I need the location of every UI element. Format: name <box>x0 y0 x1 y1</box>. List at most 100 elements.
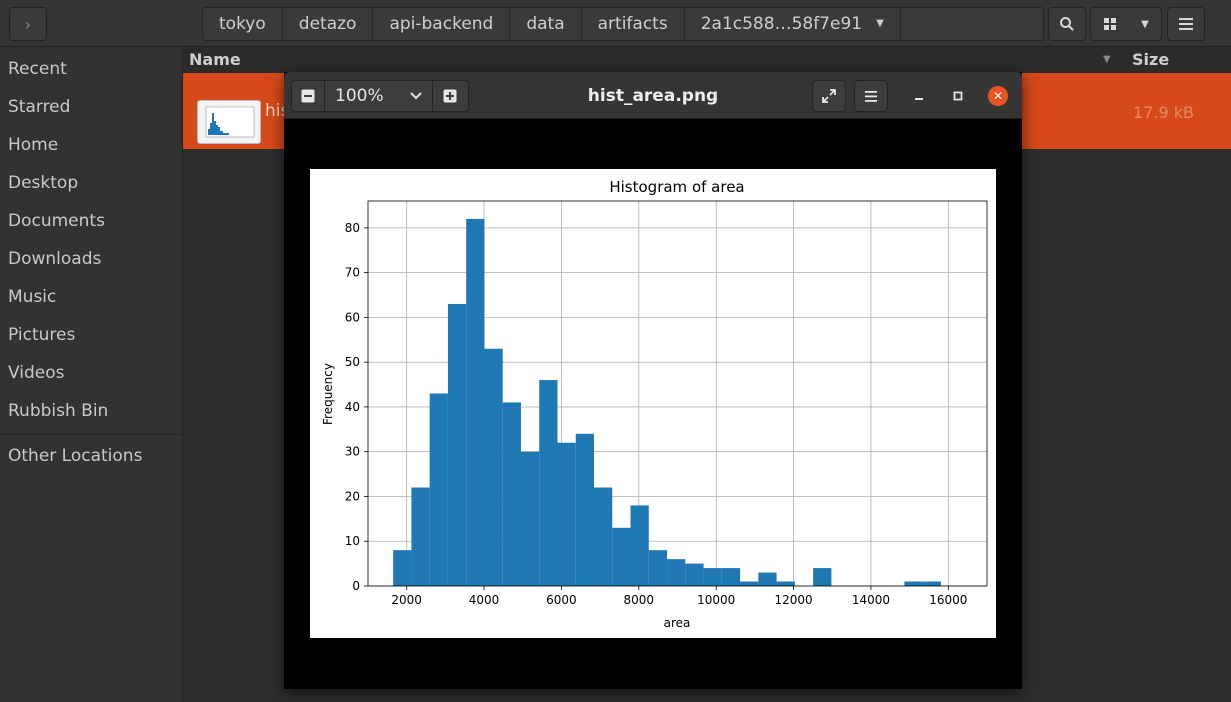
histogram-bar <box>557 442 576 586</box>
sidebar-item-recent[interactable]: Recent <box>8 59 67 79</box>
plus-icon <box>443 89 457 103</box>
histogram-bar <box>813 568 832 586</box>
breadcrumb-item[interactable]: tokyo <box>203 8 283 40</box>
main-menu-button[interactable] <box>1167 7 1205 41</box>
view-options-caret-icon: ▼ <box>1141 18 1149 30</box>
breadcrumb-item[interactable]: api-backend <box>373 8 511 40</box>
fullscreen-button[interactable] <box>812 80 846 112</box>
zoom-out-button[interactable] <box>292 81 325 111</box>
histogram-bar <box>575 433 595 586</box>
zoom-level-dropdown[interactable]: 100% <box>325 81 433 111</box>
histogram-bar <box>411 487 430 586</box>
y-tick-label: 10 <box>345 534 360 548</box>
x-tick-label: 2000 <box>391 593 422 607</box>
histogram-bar <box>758 572 777 586</box>
fullscreen-icon <box>822 89 836 103</box>
breadcrumb: tokyo detazo api-backend data artifacts … <box>202 7 1044 41</box>
histogram-bar <box>447 303 467 586</box>
hamburger-menu-icon <box>1179 18 1193 30</box>
histogram-bar <box>502 402 521 586</box>
y-tick-label: 50 <box>345 355 360 369</box>
sidebar-item-pictures[interactable]: Pictures <box>8 325 76 345</box>
chart-axes: 2000 4000 6000 8000 10000 12000 14000 16000 0 10 2… <box>345 200 988 607</box>
histogram-bar <box>904 581 923 586</box>
x-tick-label: 12000 <box>774 593 812 607</box>
sidebar-item-home[interactable]: Home <box>8 135 59 155</box>
plot-frame <box>367 200 988 587</box>
y-tick-label: 60 <box>345 310 360 324</box>
search-button[interactable] <box>1048 7 1086 41</box>
sidebar-item-documents[interactable]: Documents <box>8 211 105 231</box>
view-toggle-group[interactable]: ▼ <box>1090 7 1162 41</box>
histogram-bar <box>648 550 668 586</box>
histogram-bar <box>776 581 795 586</box>
sidebar-item-rubbish-bin[interactable]: Rubbish Bin <box>8 401 109 421</box>
histogram-bar <box>922 581 941 586</box>
sidebar-item-starred[interactable]: Starred <box>8 97 71 117</box>
histogram-bar <box>466 218 485 586</box>
histogram-bar <box>393 550 412 586</box>
displayed-image: 2000 4000 6000 8000 10000 12000 14000 16000 0 10 2… <box>310 169 996 638</box>
search-icon <box>1060 17 1074 31</box>
zoom-control: 100% <box>291 80 469 112</box>
y-tick-label: 0 <box>352 579 360 593</box>
sidebar-item-downloads[interactable]: Downloads <box>8 249 102 269</box>
histogram-bar <box>721 568 741 586</box>
y-tick-label: 30 <box>345 445 360 459</box>
maximize-button[interactable] <box>948 86 968 106</box>
chevron-down-icon <box>410 92 422 100</box>
histogram-bar <box>612 527 631 586</box>
close-icon: ✕ <box>992 89 1004 103</box>
histogram-bar <box>484 348 503 586</box>
sidebar-item-videos[interactable]: Videos <box>8 363 65 383</box>
breadcrumb-item[interactable]: artifacts <box>582 8 685 40</box>
hamburger-menu-icon <box>865 90 877 102</box>
zoom-in-button[interactable] <box>433 81 467 111</box>
forward-button[interactable]: › <box>9 7 47 41</box>
image-viewer-headerbar: 100% hist_area.png ✕ <box>284 72 1022 119</box>
file-manager-header: › tokyo detazo api-backend data artifact… <box>0 0 1231 47</box>
y-tick-label: 40 <box>345 400 360 414</box>
x-tick-label: 8000 <box>624 593 655 607</box>
histogram-bar <box>667 559 686 586</box>
y-axis-label: Frequency <box>321 363 335 425</box>
histogram-bar <box>685 563 704 586</box>
x-tick-label: 16000 <box>929 593 967 607</box>
chevron-right-icon: › <box>24 14 32 34</box>
column-header-size[interactable]: Size <box>1132 50 1170 69</box>
minimize-icon <box>915 98 923 100</box>
x-tick-label: 4000 <box>469 593 500 607</box>
histogram-bar <box>594 487 613 586</box>
column-header-name[interactable]: Name <box>189 50 241 69</box>
chart-bars <box>393 218 941 586</box>
image-viewer-window: 100% hist_area.png ✕ 2000 4000 6000 80 0 <box>284 72 1022 689</box>
sidebar-item-other-locations[interactable]: Other Locations <box>8 446 143 466</box>
maximize-icon <box>953 91 963 101</box>
histogram-bar <box>520 451 540 586</box>
minus-icon <box>301 89 315 103</box>
sidebar-divider <box>0 434 182 435</box>
breadcrumb-item[interactable]: detazo <box>283 8 374 40</box>
viewer-menu-button[interactable] <box>854 80 888 112</box>
breadcrumb-item-current[interactable]: 2a1c588…58f7e91 ▼ <box>685 8 901 40</box>
sidebar-item-music[interactable]: Music <box>8 287 57 307</box>
file-size: 17.9 kB <box>1133 103 1194 122</box>
minimize-button[interactable] <box>909 86 929 106</box>
close-button[interactable]: ✕ <box>988 86 1008 106</box>
x-axis-label: area <box>664 616 691 630</box>
caret-down-icon: ▼ <box>876 18 884 29</box>
places-sidebar: Recent Starred Home Desktop Documents Do… <box>0 47 183 702</box>
histogram-bar <box>703 568 722 586</box>
zoom-level: 100% <box>335 86 384 106</box>
y-tick-label: 70 <box>345 266 360 280</box>
y-tick-label: 80 <box>345 221 360 235</box>
file-list-header: Name ▼ Size <box>183 47 1231 74</box>
grid-view-icon <box>1104 18 1117 30</box>
sort-caret-icon: ▼ <box>1103 54 1111 65</box>
histogram-bar <box>630 505 649 586</box>
x-tick-label: 14000 <box>852 593 890 607</box>
breadcrumb-item[interactable]: data <box>510 8 582 40</box>
x-tick-label: 10000 <box>697 593 735 607</box>
file-name: his <box>265 101 290 121</box>
sidebar-item-desktop[interactable]: Desktop <box>8 173 79 193</box>
